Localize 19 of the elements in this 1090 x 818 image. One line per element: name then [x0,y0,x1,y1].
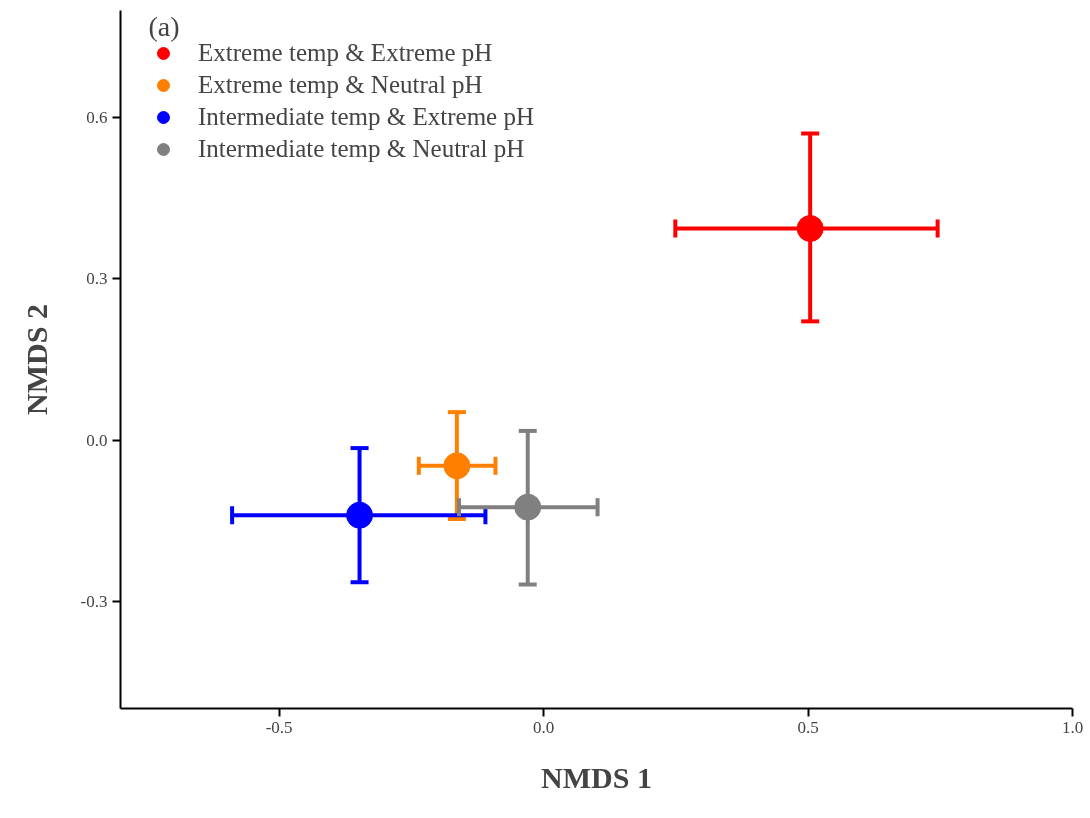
x-tick-label: -0.5 [265,717,293,737]
y-tick-label: -0.3 [80,591,108,611]
point [796,215,824,242]
y-tick-label: 0.3 [86,269,108,289]
legend-label: Extreme temp & Neutral pH [198,71,483,99]
x-axis-title: NMDS 1 [541,760,652,794]
point [514,493,542,521]
y-tick-label: 0.0 [86,430,108,450]
legend-label: Extreme temp & Extreme pH [198,39,493,67]
point [443,452,471,480]
x-tick-label: 1.0 [1061,717,1084,737]
legend-label: Intermediate temp & Neutral pH [198,135,525,163]
y-tick-label: 0.6 [86,108,108,128]
point [346,501,374,529]
legend-label: Intermediate temp & Extreme pH [198,103,534,131]
x-tick-label: 0.0 [532,717,555,737]
annotation: (a) [148,10,180,42]
y-axis-title: NMDS 2 [19,304,53,415]
x-tick-label: 0.5 [797,717,819,737]
